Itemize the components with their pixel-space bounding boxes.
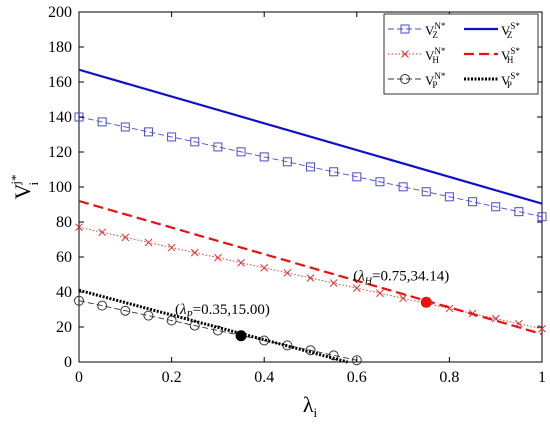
data-point [74,295,84,306]
y-axis-label: Vj* i [8,174,41,199]
data-point [236,147,246,157]
legend-marker [400,74,410,84]
axes-layer: 0 0.2 0.4 0.6 0.8 1 0 20 40 60 80 100 120 140 160 180 20… [48,4,546,386]
legend-entry-3: VS* Z [464,21,520,40]
x-axis-label: λi [303,392,318,420]
data-point [398,182,408,192]
data-point [120,122,130,132]
legend-marker [401,50,409,58]
series-3 [78,68,543,205]
y-tick-label: 160 [48,74,72,91]
annotation-layer: (λP=0.35,15.00) (λH=0.75,34.14) [175,268,449,342]
y-tick-label: 180 [48,39,72,56]
legend-entry-2: VN* P [388,71,446,90]
y-tick-label: 20 [56,319,72,336]
y-tick-label: 120 [48,144,72,161]
x-tick-label: 0.6 [347,369,367,386]
legend-label: VN* Z [425,21,446,40]
legend-label: VN* P [425,71,446,90]
data-point [143,310,154,321]
data-point [376,289,384,298]
legend-label: VS* H [501,46,520,65]
series-4 [78,199,543,336]
data-point [212,325,223,336]
series-line [78,116,543,218]
x-tick-label: 0.4 [254,369,274,386]
data-point [282,157,292,167]
data-point [421,187,431,197]
data-point [537,212,547,222]
x-tick-label: 0.2 [162,369,182,386]
y-tick-label: 80 [56,214,72,231]
data-point [352,172,362,182]
series-5 [78,288,348,364]
data-point [468,197,478,207]
series-line [78,300,357,361]
data-point [120,305,131,316]
data-point [375,177,385,187]
legend-entry-4: VS* H [464,46,520,65]
x-tick-label: 0.8 [439,369,459,386]
data-point [283,269,292,277]
legend-label: VS* Z [501,21,520,40]
data-point [259,152,269,162]
data-point [167,132,177,142]
series-line [78,288,348,364]
legend-label: VS* P [501,71,520,90]
data-point [237,258,245,267]
x-tick-label: 1 [538,369,546,386]
annotation-label: (λP=0.35,15.00) [175,302,270,321]
data-point [352,284,361,293]
y-tick-label: 140 [48,109,72,126]
legend: VN* Z VS* Z VN* H VS* H VN* P VS* P [383,13,539,95]
y-tick-label: 100 [48,179,72,196]
series-1 [75,223,546,333]
data-point [190,137,200,147]
legend-entry-1: VN* H [388,46,446,65]
legend-entry-0: VN* Z [388,21,446,40]
data-point [260,263,269,272]
data-point [143,127,153,137]
annotation-point [235,330,247,342]
data-point [167,243,176,252]
data-point [190,248,199,257]
data-point [214,253,222,262]
y-tick-label: 200 [48,4,72,21]
annotation-point [420,296,432,308]
data-point [491,202,501,212]
data-point [306,162,315,172]
data-point [144,238,153,247]
series-line [78,199,543,336]
legend-label: VN* H [425,46,446,65]
annotation-label: (λH=0.75,34.14) [353,268,449,287]
series-line [78,68,543,205]
data-point [97,117,107,127]
data-point [538,324,546,333]
data-point [351,355,362,366]
data-point [213,142,223,152]
legend-entry-5: VS* P [464,71,520,90]
data-point [75,223,83,232]
data-point [329,279,338,287]
data-point [97,300,108,311]
data-point [399,294,407,303]
data-point [444,192,454,202]
y-tick-label: 0 [64,354,72,371]
x-tick-label: 0 [75,369,83,386]
y-tick-label: 40 [56,284,72,301]
y-tick-label: 60 [56,249,72,266]
data-point [328,350,339,361]
data-point [514,207,524,217]
data-point [121,233,130,242]
data-point [329,167,339,177]
series-layer [74,68,547,366]
data-point [306,274,315,282]
data-point [98,228,107,237]
legend-marker [400,24,410,34]
